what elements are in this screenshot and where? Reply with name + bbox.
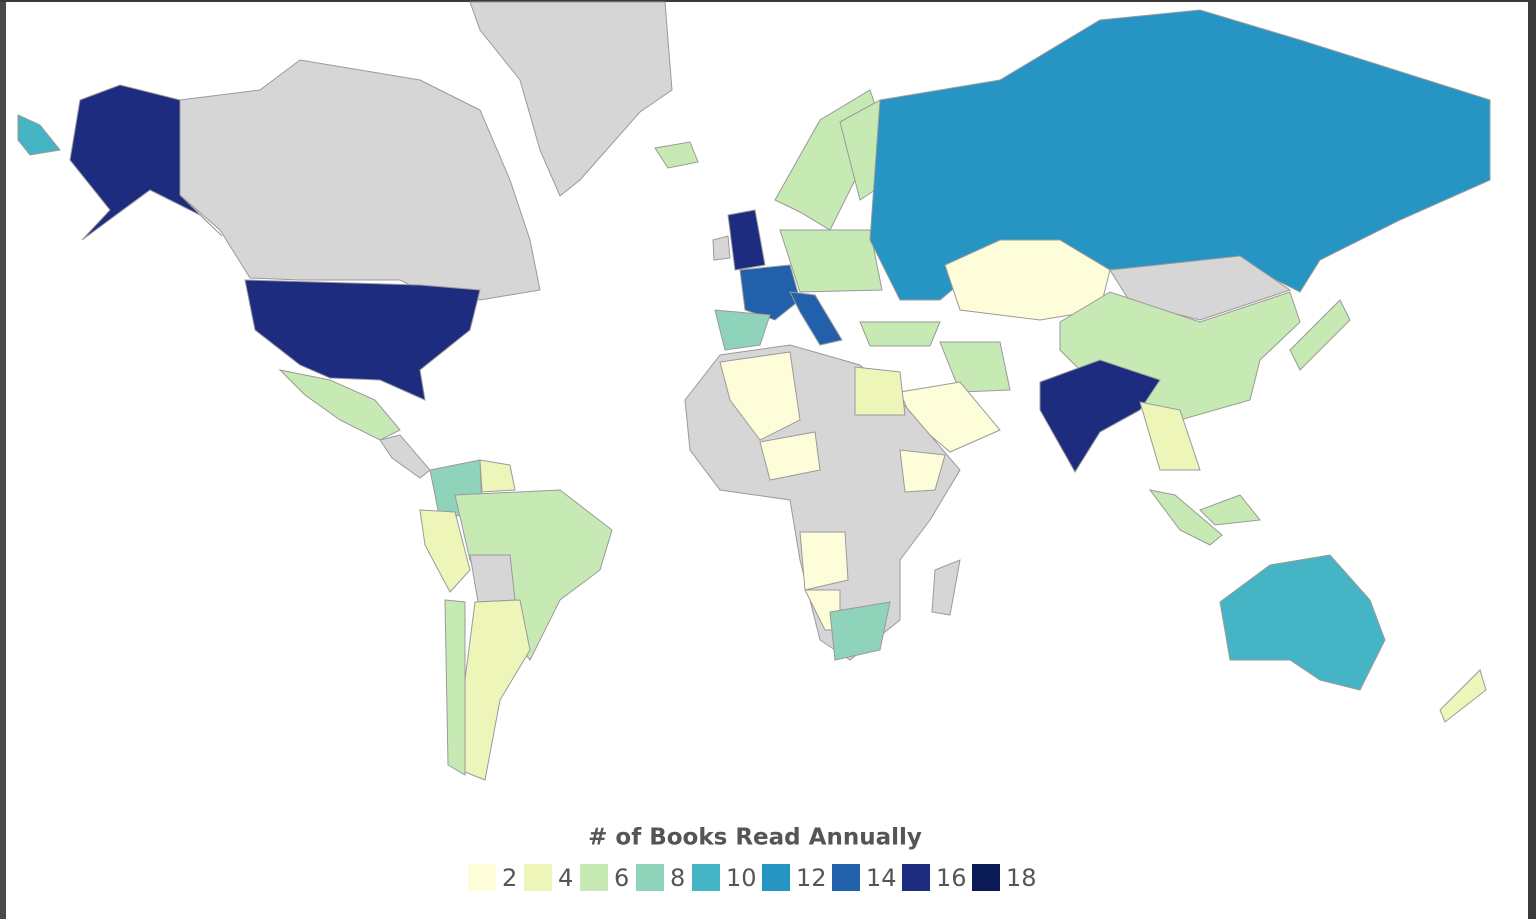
country	[779, 229, 883, 293]
central-america	[379, 434, 431, 479]
legend-label: 8	[670, 864, 685, 892]
mongolia	[1109, 255, 1292, 321]
country	[444, 599, 466, 776]
map	[17, 1, 1491, 781]
country	[17, 114, 61, 156]
country	[1219, 554, 1386, 691]
country	[944, 239, 1111, 321]
legend-swatch	[832, 864, 860, 891]
legend-label: 2	[502, 864, 517, 892]
country	[1289, 299, 1351, 371]
country	[799, 531, 849, 591]
country	[859, 321, 941, 347]
legend-swatch	[580, 864, 608, 891]
legend-label: 16	[936, 864, 967, 892]
legend-label: 4	[558, 864, 573, 892]
country	[278, 369, 401, 441]
country	[727, 209, 766, 271]
ireland	[712, 235, 731, 261]
country	[69, 84, 223, 241]
legend-label: 10	[726, 864, 757, 892]
country	[719, 351, 801, 441]
country	[939, 341, 1011, 393]
country	[1439, 669, 1487, 723]
legend-label: 12	[796, 864, 827, 892]
country	[419, 509, 471, 593]
country	[829, 601, 891, 661]
frame-left	[0, 0, 6, 919]
country	[714, 309, 771, 351]
legend-label: 18	[1006, 864, 1037, 892]
country	[464, 599, 531, 781]
legend-label: 6	[614, 864, 629, 892]
bolivia	[469, 554, 516, 603]
legend: 2 4 6 8 10 12 14 16 18	[468, 864, 1037, 892]
country	[654, 141, 699, 169]
frame-top	[0, 0, 1536, 2]
country	[739, 264, 801, 321]
country	[789, 291, 843, 346]
legend-swatch	[902, 864, 930, 891]
legend-swatch	[468, 864, 496, 891]
country	[1148, 489, 1223, 546]
country	[854, 366, 906, 416]
legend-swatch	[972, 864, 1000, 891]
country	[899, 449, 946, 493]
legend-swatch	[692, 864, 720, 891]
frame-right	[1528, 0, 1536, 919]
country	[1199, 494, 1261, 526]
country	[869, 9, 1491, 301]
canada	[179, 59, 541, 301]
legend-swatch	[762, 864, 790, 891]
legend-swatch	[636, 864, 664, 891]
country	[244, 279, 481, 401]
legend-label: 14	[866, 864, 897, 892]
country	[759, 431, 821, 481]
madagascar	[931, 559, 961, 616]
legend-title: # of Books Read Annually	[588, 825, 922, 851]
country	[1139, 401, 1201, 471]
greenland	[469, 1, 673, 197]
country	[1039, 359, 1161, 473]
legend-swatch	[524, 864, 552, 891]
country	[479, 459, 516, 493]
